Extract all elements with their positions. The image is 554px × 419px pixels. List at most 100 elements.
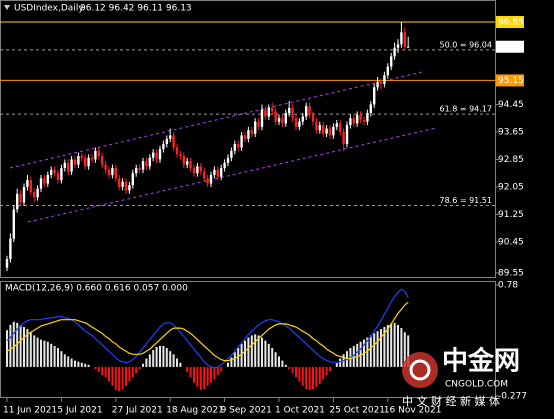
macd-title: MACD(12,26,9) 0.660 0.616 0.057 0.000	[5, 284, 188, 294]
macd-panel-border	[0, 281, 496, 398]
x-tick-label: 18 Aug 2021	[166, 406, 224, 416]
macd-bar	[295, 366, 297, 378]
macd-bar	[196, 366, 199, 387]
macd-bar	[315, 366, 318, 387]
candle-body	[155, 152, 158, 160]
candle-body	[339, 123, 342, 132]
candle-body	[169, 135, 172, 139]
macd-bar	[9, 324, 12, 367]
candle-body	[9, 238, 12, 260]
channel-lower	[27, 127, 437, 223]
macd-bar	[264, 340, 267, 367]
candle-body	[94, 150, 97, 160]
candle-body	[383, 75, 386, 84]
candle-body	[335, 123, 338, 127]
candle-body	[46, 174, 49, 184]
macd-bar	[138, 366, 141, 370]
macd-bar	[84, 363, 87, 367]
candle-body	[328, 128, 332, 136]
macd-bar	[142, 363, 144, 367]
candle-body	[203, 171, 206, 179]
macd-bar	[74, 360, 76, 367]
candle-body	[29, 180, 32, 193]
macd-bar	[305, 366, 308, 389]
logo-mark	[409, 359, 431, 381]
macd-y-tick-label: 0.78	[498, 281, 518, 291]
candle-body	[39, 178, 43, 189]
y-tick-label: 89.55	[498, 268, 524, 278]
macd-bar	[373, 333, 376, 367]
candle-body	[390, 56, 393, 67]
macd-bar	[369, 335, 372, 367]
macd-bar	[220, 366, 223, 372]
macd-bar	[356, 343, 359, 367]
macd-bar	[393, 322, 396, 367]
candle-body	[352, 118, 355, 124]
macd-bar	[352, 345, 355, 367]
candle-body	[373, 87, 376, 105]
macd-bar	[97, 366, 100, 373]
fib-label: 50.0 = 96.04	[439, 40, 492, 49]
macd-bar	[128, 366, 131, 382]
watermark-logo: 中金网	[442, 346, 520, 377]
candle-body	[118, 178, 121, 187]
candle-body	[148, 157, 151, 167]
macd-bar	[213, 366, 216, 380]
macd-bar	[227, 362, 229, 367]
macd-bar	[288, 366, 291, 370]
candle-body	[111, 168, 114, 175]
candle-body	[19, 193, 22, 203]
macd-bar	[6, 330, 8, 367]
candle-body	[356, 114, 359, 124]
y-tick-label: 92.05	[498, 182, 524, 192]
x-tick-label: 27 Jul 2021	[112, 406, 163, 416]
candle-body	[318, 125, 321, 131]
macd-bar	[278, 356, 280, 367]
candle-body	[63, 162, 66, 169]
macd-bar	[155, 346, 158, 367]
candle-body	[223, 162, 226, 169]
candle-body	[36, 188, 39, 198]
candle-body	[145, 161, 148, 167]
candle-body	[393, 47, 396, 57]
candle-body	[26, 180, 29, 187]
macd-bar	[247, 337, 250, 367]
candle-body	[213, 169, 216, 175]
candle-body	[267, 107, 270, 117]
candle-body	[186, 161, 189, 165]
x-tick-label: 1 Oct 2021	[275, 406, 325, 416]
macd-bar	[33, 335, 36, 367]
macd-bar	[397, 324, 399, 367]
macd-bar	[50, 343, 53, 367]
x-tick-label: 5 Jul 2021	[57, 406, 102, 416]
macd-bar	[210, 366, 212, 383]
candle-body	[104, 164, 107, 170]
macd-bar	[216, 366, 219, 376]
macd-bar	[80, 362, 83, 367]
macd-bar	[230, 357, 233, 367]
candle-body	[362, 119, 366, 122]
macd-bar	[335, 362, 338, 367]
candle-body	[311, 114, 315, 122]
candle-body	[264, 109, 267, 117]
candle-body	[386, 66, 389, 76]
candle-body	[288, 107, 291, 114]
watermark-slogan: 中 文 财 经 新 媒 体	[402, 394, 500, 408]
macd-bar	[199, 366, 202, 391]
candle-body	[284, 113, 287, 124]
candle-body	[67, 162, 70, 172]
x-tick-label: 11 Jun 2021	[3, 406, 57, 416]
macd-bar	[29, 332, 32, 367]
macd-bar	[60, 351, 63, 367]
macd-bar	[101, 366, 104, 376]
macd-bar	[383, 327, 386, 367]
macd-bar	[135, 366, 138, 374]
candle-body	[84, 157, 87, 167]
macd-bar	[312, 366, 314, 389]
candle-body	[165, 138, 168, 144]
candle-body	[342, 131, 345, 144]
candle-body	[196, 166, 199, 174]
plot: 89.55 90.45 91.25 92.05 92.85 93.65 94.45 50.0 …	[0, 15, 527, 416]
candle-body	[56, 173, 60, 181]
price-panel-border	[0, 0, 496, 278]
